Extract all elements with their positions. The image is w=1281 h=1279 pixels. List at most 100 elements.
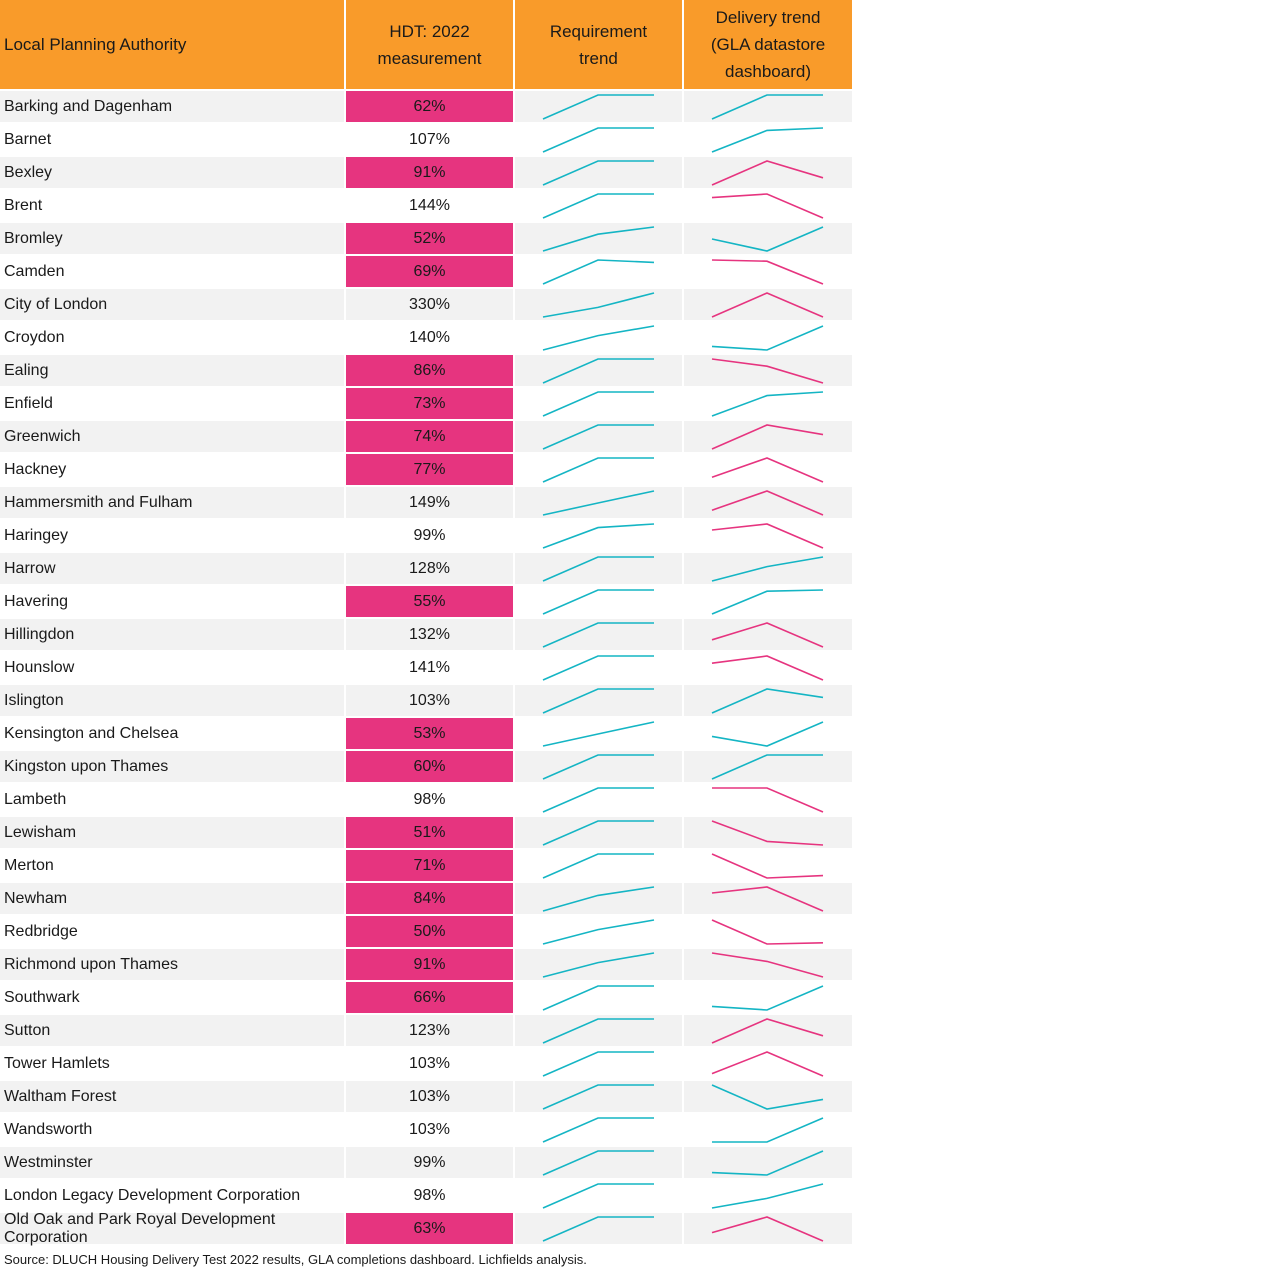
lpa-name: Barking and Dagenham (0, 91, 344, 122)
requirement-sparkline (542, 259, 655, 285)
requirement-trend-cell (515, 421, 682, 452)
table-row: Southwark 66% (0, 982, 852, 1015)
requirement-trend-cell (515, 1180, 682, 1211)
table-row: Westminster 99% (0, 1147, 852, 1180)
delivery-sparkline-line (711, 1051, 824, 1077)
lpa-name: Brent (0, 190, 344, 221)
hdt-measurement: 103% (346, 1048, 513, 1079)
hdt-measurement: 123% (346, 1015, 513, 1046)
delivery-sparkline-line (711, 424, 824, 450)
requirement-sparkline-line (542, 391, 654, 417)
table-row: Lewisham 51% (0, 817, 852, 850)
lpa-name: Lewisham (0, 817, 344, 848)
lpa-name: Westminster (0, 1147, 344, 1178)
table-row: Islington 103% (0, 685, 852, 718)
delivery-sparkline-line (711, 457, 824, 483)
delivery-sparkline-line (711, 622, 824, 648)
lpa-name: Havering (0, 586, 344, 617)
requirement-sparkline (542, 424, 654, 450)
lpa-name: Waltham Forest (0, 1081, 344, 1112)
requirement-trend-cell (515, 223, 682, 254)
requirement-sparkline (542, 589, 654, 615)
delivery-trend-cell (684, 124, 852, 155)
hdt-measurement: 103% (346, 1114, 513, 1145)
hdt-measurement: 330% (346, 289, 513, 320)
delivery-sparkline-line (711, 1150, 824, 1176)
requirement-sparkline (542, 1117, 654, 1143)
hdt-measurement: 91% (346, 949, 513, 980)
hdt-measurement: 69% (346, 256, 513, 287)
delivery-trend-cell (684, 1081, 852, 1112)
requirement-sparkline-line (542, 1018, 654, 1044)
requirement-sparkline-line (542, 820, 654, 846)
delivery-sparkline-line (711, 358, 824, 384)
hdt-measurement: 86% (346, 355, 513, 386)
delivery-trend-cell (684, 520, 852, 551)
requirement-trend-cell (515, 355, 682, 386)
delivery-trend-cell (684, 91, 852, 122)
hdt-measurement: 62% (346, 91, 513, 122)
delivery-sparkline-line (711, 853, 824, 879)
delivery-sparkline-line (711, 1216, 824, 1242)
delivery-sparkline-line (711, 523, 824, 549)
table-row: Hammersmith and Fulham 149% (0, 487, 852, 520)
requirement-sparkline-line (542, 523, 655, 549)
delivery-sparkline (711, 622, 824, 648)
requirement-trend-cell (515, 157, 682, 188)
delivery-sparkline-line (711, 721, 824, 747)
hdt-measurement: 98% (346, 784, 513, 815)
delivery-sparkline (711, 952, 824, 978)
requirement-sparkline (542, 94, 654, 120)
lpa-name: Newham (0, 883, 344, 914)
lpa-name: Lambeth (0, 784, 344, 815)
delivery-sparkline-line (711, 292, 824, 318)
table-body: Barking and Dagenham 62% Barnet 107% Bexley 9… (0, 91, 852, 1246)
hdt-measurement: 52% (346, 223, 513, 254)
delivery-sparkline (711, 259, 824, 285)
hdt-measurement: 103% (346, 685, 513, 716)
table-row: Richmond upon Thames 91% (0, 949, 852, 982)
table-row: Bromley 52% (0, 223, 852, 256)
table-row: Merton 71% (0, 850, 852, 883)
table-row: Kensington and Chelsea 53% (0, 718, 852, 751)
table-row: Hillingdon 132% (0, 619, 852, 652)
delivery-sparkline-line (711, 226, 824, 252)
requirement-sparkline (542, 1150, 654, 1176)
requirement-sparkline (542, 622, 654, 648)
requirement-trend-cell (515, 850, 682, 881)
requirement-sparkline-line (542, 127, 654, 153)
table-row: London Legacy Development Corporation 98% (0, 1180, 852, 1213)
requirement-trend-cell (515, 190, 682, 221)
table-row: Haringey 99% (0, 520, 852, 553)
header-requirement-trend: Requirement trend (515, 0, 682, 89)
requirement-trend-cell (515, 817, 682, 848)
delivery-sparkline-line (711, 94, 823, 120)
requirement-trend-cell (515, 1114, 682, 1145)
delivery-sparkline-line (711, 127, 824, 153)
lpa-name: Sutton (0, 1015, 344, 1046)
delivery-trend-cell (684, 916, 852, 947)
delivery-sparkline (711, 985, 824, 1011)
requirement-sparkline-line (542, 721, 655, 747)
lpa-name: Bromley (0, 223, 344, 254)
hdt-measurement: 107% (346, 124, 513, 155)
delivery-trend-cell (684, 784, 852, 815)
lpa-name: Enfield (0, 388, 344, 419)
requirement-trend-cell (515, 1081, 682, 1112)
delivery-sparkline (711, 193, 824, 219)
requirement-sparkline (542, 820, 654, 846)
requirement-sparkline (542, 985, 654, 1011)
lpa-name: Hounslow (0, 652, 344, 683)
table-row: Ealing 86% (0, 355, 852, 388)
table-row: Barnet 107% (0, 124, 852, 157)
requirement-sparkline (542, 193, 654, 219)
delivery-trend-cell (684, 586, 852, 617)
table-row: Kingston upon Thames 60% (0, 751, 852, 784)
requirement-sparkline (542, 457, 654, 483)
lpa-name: Haringey (0, 520, 344, 551)
table-row: Harrow 128% (0, 553, 852, 586)
table-row: City of London 330% (0, 289, 852, 322)
delivery-sparkline (712, 787, 824, 813)
table-row: Tower Hamlets 103% (0, 1048, 852, 1081)
requirement-sparkline-line (542, 160, 654, 186)
